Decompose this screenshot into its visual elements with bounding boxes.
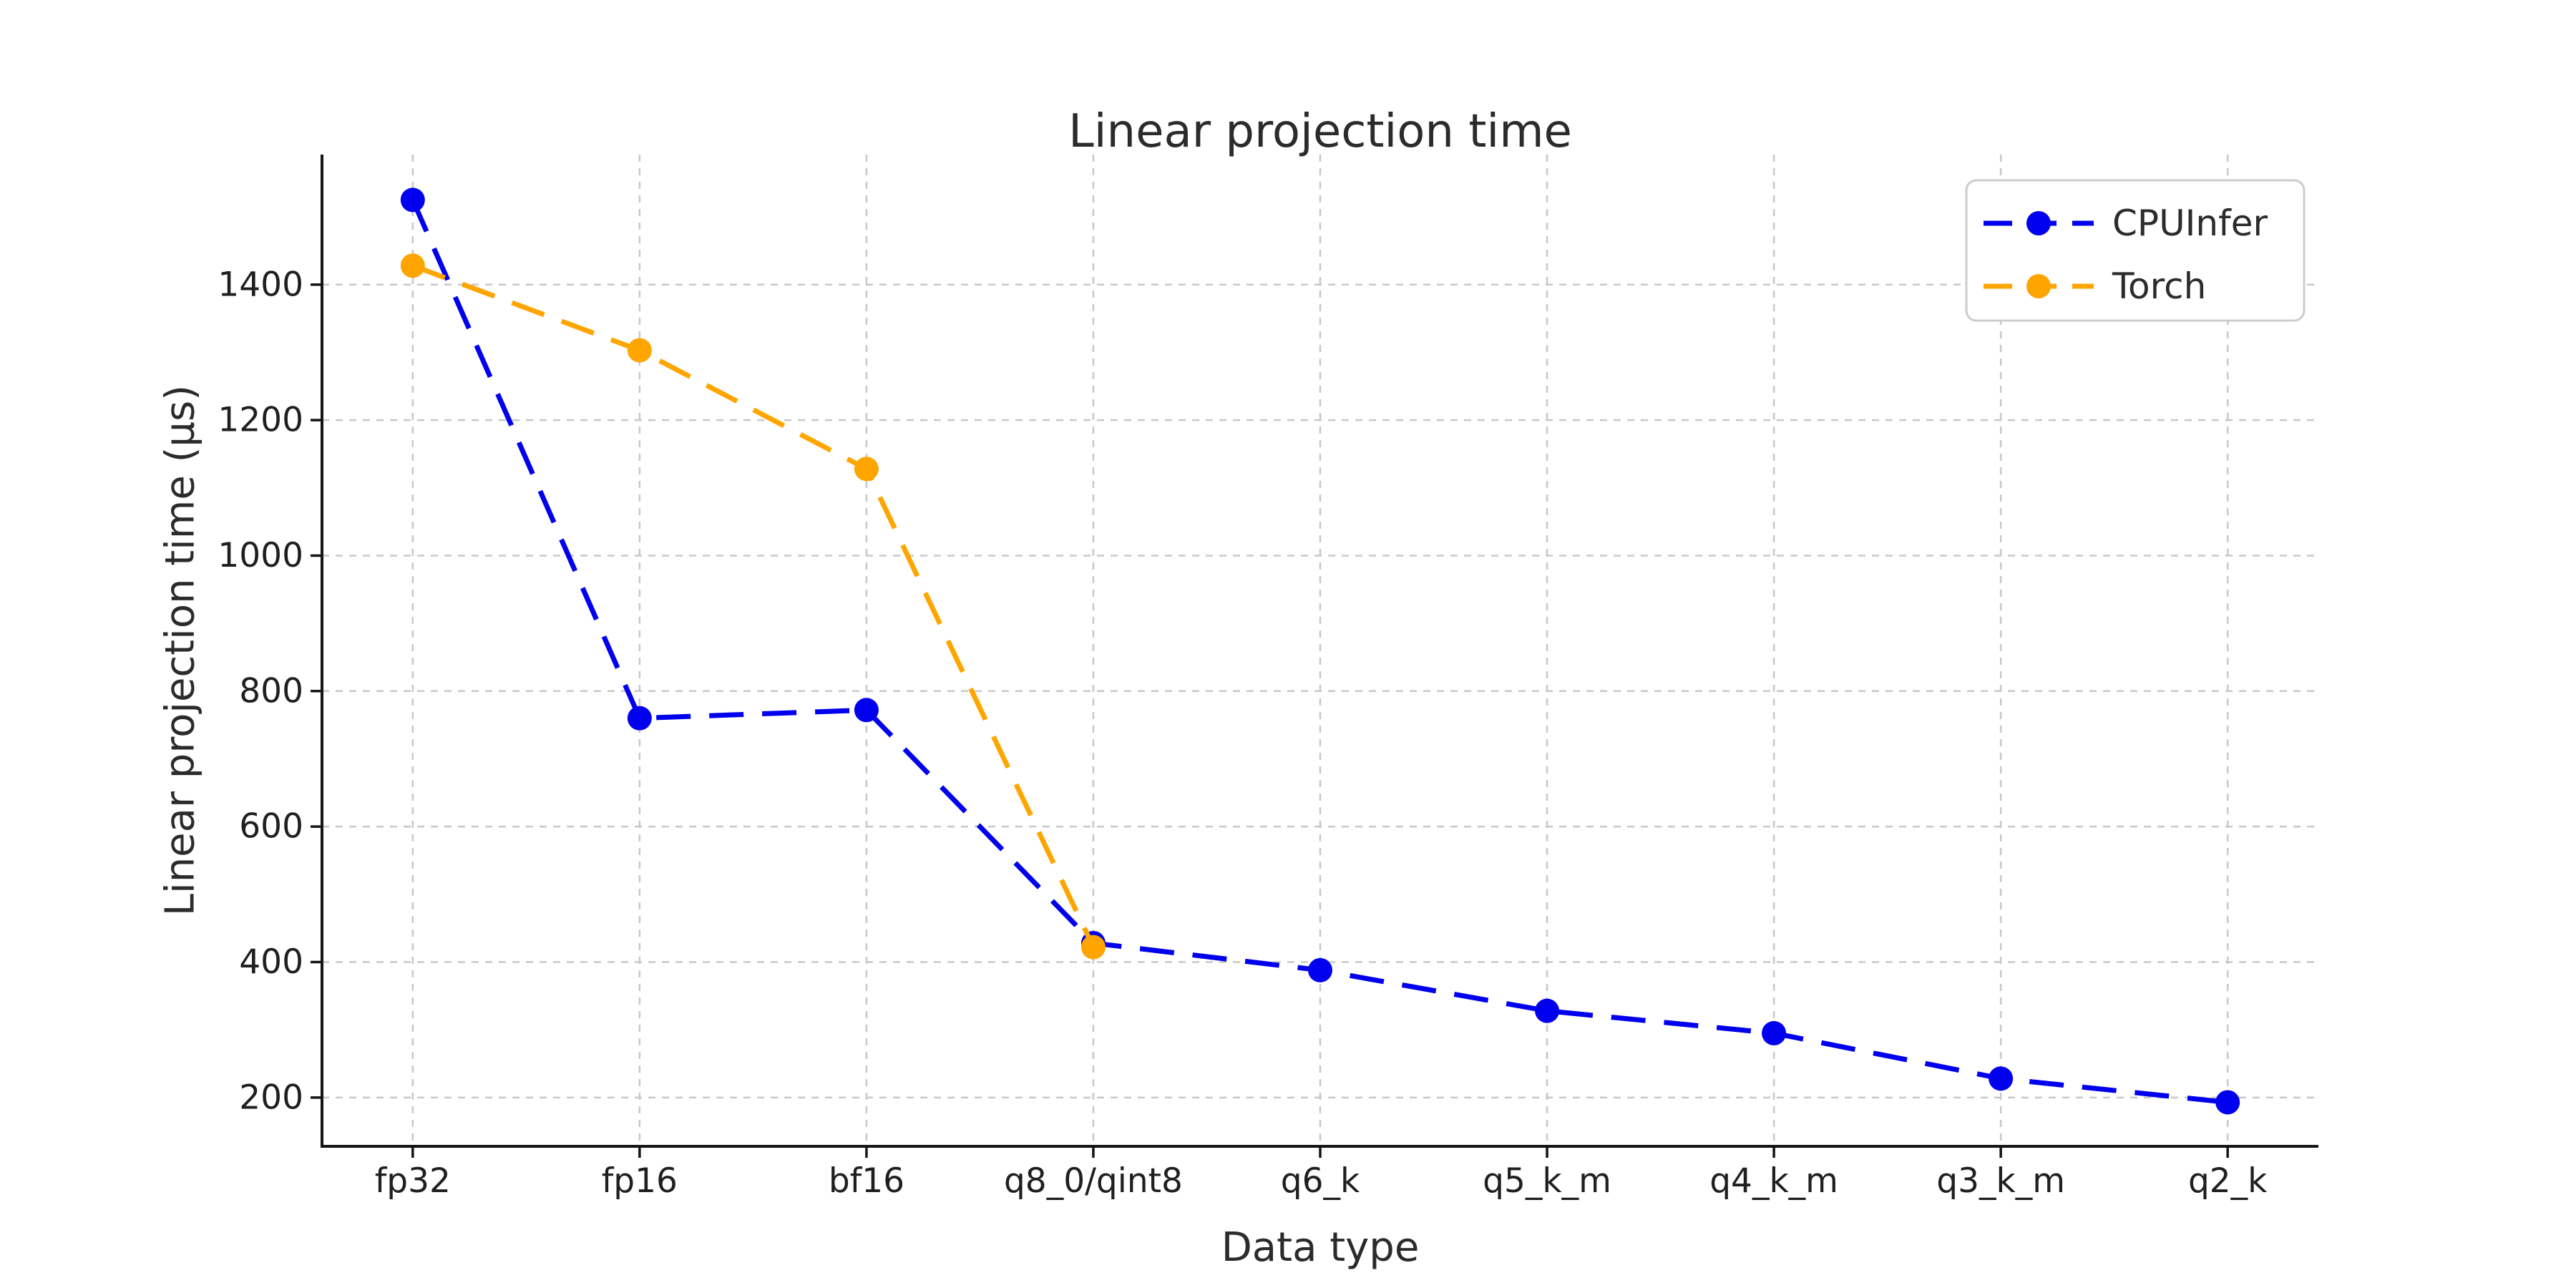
x-axis-label: Data type — [1221, 1224, 1420, 1271]
data-point-cpuinfer — [1308, 957, 1332, 982]
legend-label-cpuinfer: CPUInfer — [2112, 203, 2268, 244]
chart-title: Linear projection time — [1068, 105, 1572, 158]
legend: CPUInfer Torch — [1965, 179, 2306, 322]
data-point-cpuinfer — [854, 698, 879, 723]
y-tick-label: 1400 — [218, 265, 303, 304]
data-point-cpuinfer — [2215, 1090, 2240, 1115]
legend-marker-torch — [2026, 274, 2051, 298]
y-tick-label: 1200 — [218, 401, 303, 440]
series-line-torch — [411, 263, 1096, 949]
legend-entry-torch: Torch — [1984, 265, 2206, 307]
y-tick-label: 600 — [239, 807, 303, 847]
y-tick-label: 400 — [239, 942, 303, 982]
x-tick-label: q8_0/qint8 — [1004, 1161, 1183, 1201]
x-tick-label: fp16 — [602, 1161, 678, 1201]
series — [400, 187, 2240, 1115]
x-tick-label: q5_k_m — [1483, 1161, 1611, 1201]
data-point-cpuinfer — [1535, 998, 1560, 1023]
x-tick-label: fp32 — [375, 1161, 451, 1201]
data-point-torch — [400, 253, 425, 278]
x-tick-label: bf16 — [829, 1161, 904, 1201]
data-point-torch — [627, 338, 652, 363]
legend-marker-cpuinfer — [2026, 211, 2051, 235]
legend-label-torch: Torch — [2112, 265, 2206, 307]
data-point-cpuinfer — [627, 706, 652, 731]
y-tick-label: 800 — [239, 671, 303, 711]
tick-labels: fp32 fp16 bf16 q8_0/qint8 q6_k q5_k_m q4_k_m q3… — [218, 265, 2268, 1201]
x-tick-label: q2_k — [2188, 1161, 2268, 1201]
legend-entry-cpuinfer: CPUInfer — [1984, 203, 2268, 244]
data-point-cpuinfer — [1989, 1066, 2014, 1091]
axes — [311, 155, 2318, 1158]
data-point-cpuinfer — [400, 187, 425, 213]
data-point-cpuinfer — [1762, 1020, 1787, 1045]
x-tick-label: q4_k_m — [1709, 1161, 1838, 1201]
chart-layers: fp32 fp16 bf16 q8_0/qint8 q6_k q5_k_m q4_k_m q3… — [218, 155, 2318, 1201]
x-tick-label: q6_k — [1281, 1161, 1360, 1201]
data-point-torch — [1080, 935, 1106, 960]
y-tick-label: 1000 — [218, 536, 303, 575]
data-point-torch — [854, 457, 879, 482]
y-axis-label: Linear projection time (μs) — [157, 385, 204, 916]
x-tick-label: q3_k_m — [1936, 1161, 2065, 1201]
y-tick-label: 200 — [239, 1078, 303, 1117]
